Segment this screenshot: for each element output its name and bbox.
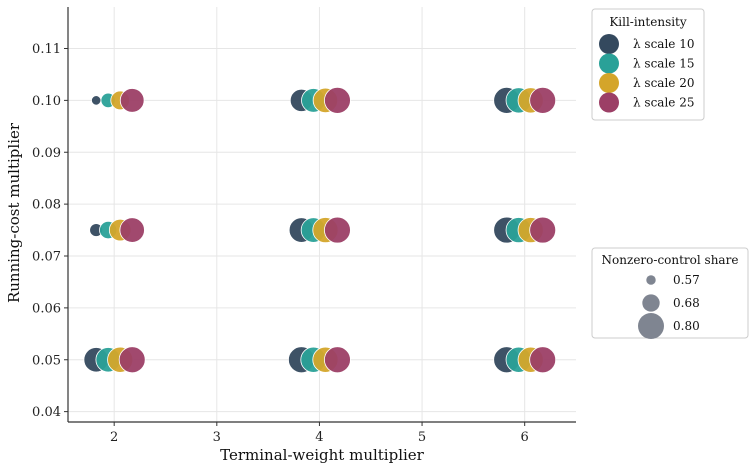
- scatter-point: [324, 86, 351, 114]
- color-legend-label: λ scale 20: [633, 76, 694, 90]
- size-legend-title: Nonzero-control share: [602, 253, 739, 267]
- color-legend-marker: [599, 73, 619, 93]
- x-tick-label: 6: [521, 430, 529, 445]
- x-tick-label: 4: [315, 430, 323, 445]
- scatter-point: [529, 86, 557, 114]
- color-legend-label: λ scale 25: [633, 96, 694, 110]
- color-legend-label: λ scale 15: [633, 57, 694, 71]
- y-tick-label: 0.09: [32, 146, 61, 161]
- y-tick-label: 0.10: [32, 94, 61, 109]
- y-tick-label: 0.07: [32, 250, 61, 265]
- size-legend-marker: [642, 294, 660, 312]
- scatter-point: [324, 346, 351, 374]
- scatter-point: [119, 217, 145, 243]
- color-legend: Kill-intensity λ scale 10 λ scale 15 λ sca…: [591, 8, 705, 121]
- size-legend-marker: [646, 275, 656, 285]
- tick-labels: 2 3 4 5 6 0.04 0.05 0.06 0.07 0.08 0.09 0.10 0.11: [32, 42, 529, 445]
- size-legend-label: 0.80: [673, 319, 700, 333]
- y-tick-label: 0.06: [32, 301, 61, 316]
- scatter-point: [118, 346, 146, 374]
- x-tick-label: 3: [213, 430, 221, 445]
- color-legend-marker: [599, 53, 619, 74]
- color-legend-marker: [599, 92, 619, 113]
- color-legend-label: λ scale 10: [633, 37, 694, 51]
- size-legend-label: 0.68: [673, 296, 700, 310]
- scatter-point: [119, 88, 145, 113]
- y-tick-label: 0.04: [32, 405, 61, 420]
- grid-lines: [68, 7, 576, 422]
- y-tick-label: 0.08: [32, 198, 61, 213]
- y-tick-label: 0.11: [32, 42, 61, 57]
- size-legend-marker: [638, 313, 664, 339]
- axes: [64, 7, 576, 426]
- x-tick-label: 5: [418, 430, 426, 445]
- color-legend-marker: [599, 34, 619, 54]
- data-points: [83, 86, 557, 374]
- x-axis-label: Terminal-weight multiplier: [220, 446, 425, 464]
- scatter-point: [529, 346, 557, 374]
- size-legend-label: 0.57: [673, 273, 700, 287]
- x-tick-label: 2: [110, 430, 118, 445]
- size-legend: Nonzero-control share 0.57 0.68 0.80: [591, 247, 749, 339]
- size-legend-frame: [591, 247, 749, 339]
- y-axis-label: Running-cost multiplier: [5, 122, 23, 303]
- scatter-point: [91, 95, 102, 106]
- color-legend-frame: [591, 8, 705, 121]
- y-tick-label: 0.05: [32, 353, 61, 368]
- color-legend-title: Kill-intensity: [609, 15, 687, 29]
- scatter-point: [529, 216, 557, 244]
- scatter-point: [324, 216, 351, 244]
